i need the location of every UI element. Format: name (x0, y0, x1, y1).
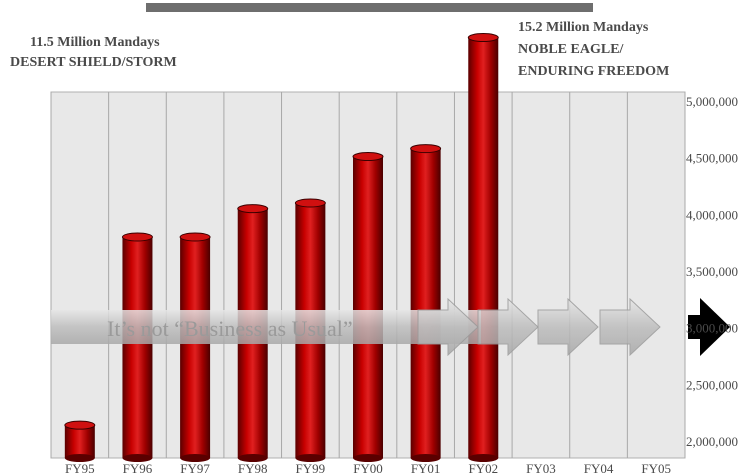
x-tick-label: FY99 (296, 461, 326, 473)
bar-fy95 (64, 420, 96, 462)
annotation-right-line3: ENDURING FREEDOM (518, 64, 670, 79)
x-tick-label: FY05 (641, 461, 671, 473)
arrow-caption: It’s not “Business as Usual” (107, 316, 353, 341)
y-tick-label: 2,000,000 (686, 434, 738, 449)
x-tick-label: FY97 (180, 461, 210, 473)
y-tick-label: 3,500,000 (686, 264, 738, 279)
y-tick-label: 4,500,000 (686, 151, 738, 166)
top-decorative-bar (146, 3, 593, 12)
x-tick-label: FY95 (65, 461, 95, 473)
trend-arrow (51, 297, 730, 357)
annotation-right-line1: 15.2 Million Mandays (518, 20, 649, 35)
annotation-left-line1: 11.5 Million Mandays (30, 35, 160, 50)
x-tick-label: FY03 (526, 461, 556, 473)
bar-fy01 (410, 144, 442, 462)
x-tick-label: FY02 (468, 461, 498, 473)
y-tick-label: 5,000,000 (686, 94, 738, 109)
x-tick-label: FY01 (411, 461, 441, 473)
y-tick-label: 2,500,000 (686, 377, 738, 392)
y-tick-label: 3,000,000 (686, 321, 738, 336)
bar-fy96 (121, 232, 153, 462)
annotation-left-line2: DESERT SHIELD/STORM (10, 55, 177, 70)
x-tick-label: FY96 (123, 461, 153, 473)
annotation-right-line2: NOBLE EAGLE/ (518, 42, 624, 57)
y-tick-label: 4,000,000 (686, 207, 738, 222)
x-tick-label: FY04 (584, 461, 614, 473)
x-tick-label: FY00 (353, 461, 383, 473)
x-tick-label: FY98 (238, 461, 268, 473)
bar-fy97 (179, 232, 211, 462)
bar-fy00 (352, 152, 384, 462)
bar-fy02 (467, 33, 499, 462)
